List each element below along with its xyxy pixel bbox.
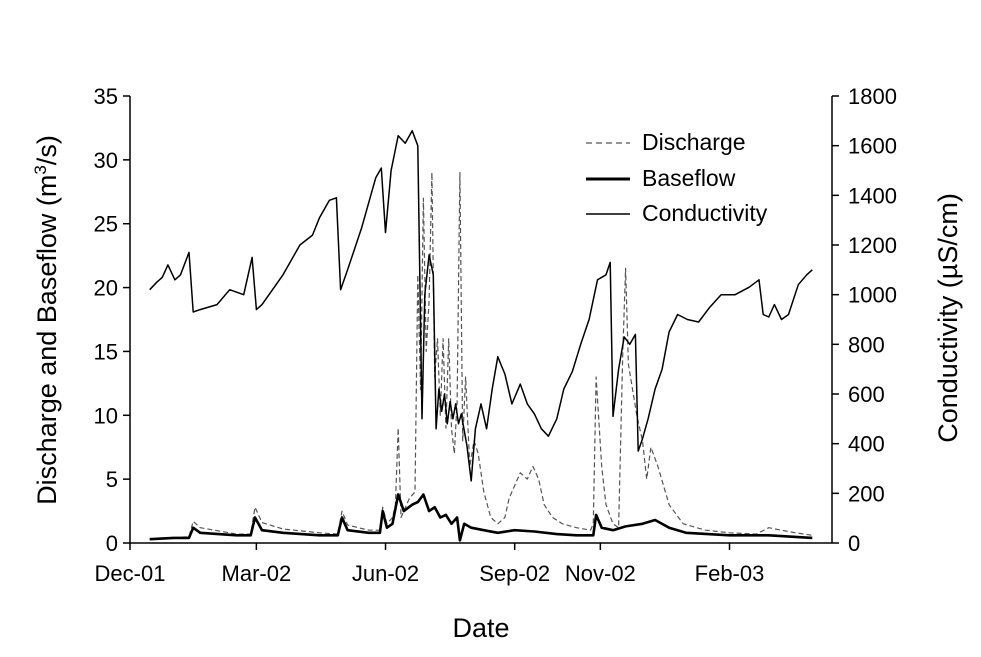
left-y-tick-label: 10 xyxy=(94,403,118,428)
right-y-tick-label: 200 xyxy=(848,481,885,506)
x-axis-label: Date xyxy=(452,613,509,643)
left-y-axis-label: Discharge and Baseflow (m3/s) xyxy=(31,135,62,505)
left-y-axis-label-sup: 3 xyxy=(31,165,50,174)
legend-label-conductivity: Conductivity xyxy=(642,200,768,226)
right-y-tick-label: 1400 xyxy=(848,183,897,208)
right-y-ticks: 0 200 400 600 800 1000 1200 1400 1600 1800 xyxy=(832,84,897,556)
x-tick-label: Sep-02 xyxy=(479,561,550,586)
x-ticks: Dec-01 Mar-02 Jun-02 Sep-02 Nov-02 Feb-03 xyxy=(95,543,765,586)
right-y-tick-label: 1000 xyxy=(848,283,897,308)
right-y-tick-label: 800 xyxy=(848,332,885,357)
left-y-tick-label: 0 xyxy=(106,531,118,556)
left-y-tick-label: 5 xyxy=(106,467,118,492)
right-y-axis-label: Conductivity (µS/cm) xyxy=(933,193,963,443)
x-tick-label: Mar-02 xyxy=(222,561,292,586)
legend: Discharge Baseflow Conductivity xyxy=(586,129,768,226)
legend-label-baseflow: Baseflow xyxy=(642,165,736,191)
right-y-tick-label: 0 xyxy=(848,531,860,556)
x-tick-label: Feb-03 xyxy=(695,561,765,586)
right-y-tick-label: 1600 xyxy=(848,134,897,159)
plot-lines xyxy=(149,130,813,542)
series-line-discharge xyxy=(149,172,813,540)
left-y-tick-label: 35 xyxy=(94,84,118,109)
x-tick-label: Nov-02 xyxy=(565,561,636,586)
x-tick-label: Jun-02 xyxy=(352,561,419,586)
left-y-tick-label: 20 xyxy=(94,276,118,301)
right-y-tick-label: 1200 xyxy=(848,233,897,258)
left-y-ticks: 0 5 10 15 20 25 30 35 xyxy=(94,84,130,556)
right-y-tick-label: 1800 xyxy=(848,84,897,109)
x-tick-label: Dec-01 xyxy=(95,561,166,586)
axes xyxy=(129,96,833,544)
series-line-baseflow xyxy=(149,493,813,542)
legend-label-discharge: Discharge xyxy=(642,129,746,155)
right-y-tick-label: 600 xyxy=(848,382,885,407)
right-y-tick-label: 400 xyxy=(848,432,885,457)
series-line-conductivity xyxy=(149,130,813,482)
left-y-axis-label-prefix: Discharge and Baseflow (m xyxy=(32,175,62,505)
left-y-tick-label: 30 xyxy=(94,148,118,173)
left-y-tick-label: 15 xyxy=(94,339,118,364)
left-y-tick-label: 25 xyxy=(94,212,118,237)
left-y-axis-label-suffix: /s) xyxy=(32,135,62,165)
